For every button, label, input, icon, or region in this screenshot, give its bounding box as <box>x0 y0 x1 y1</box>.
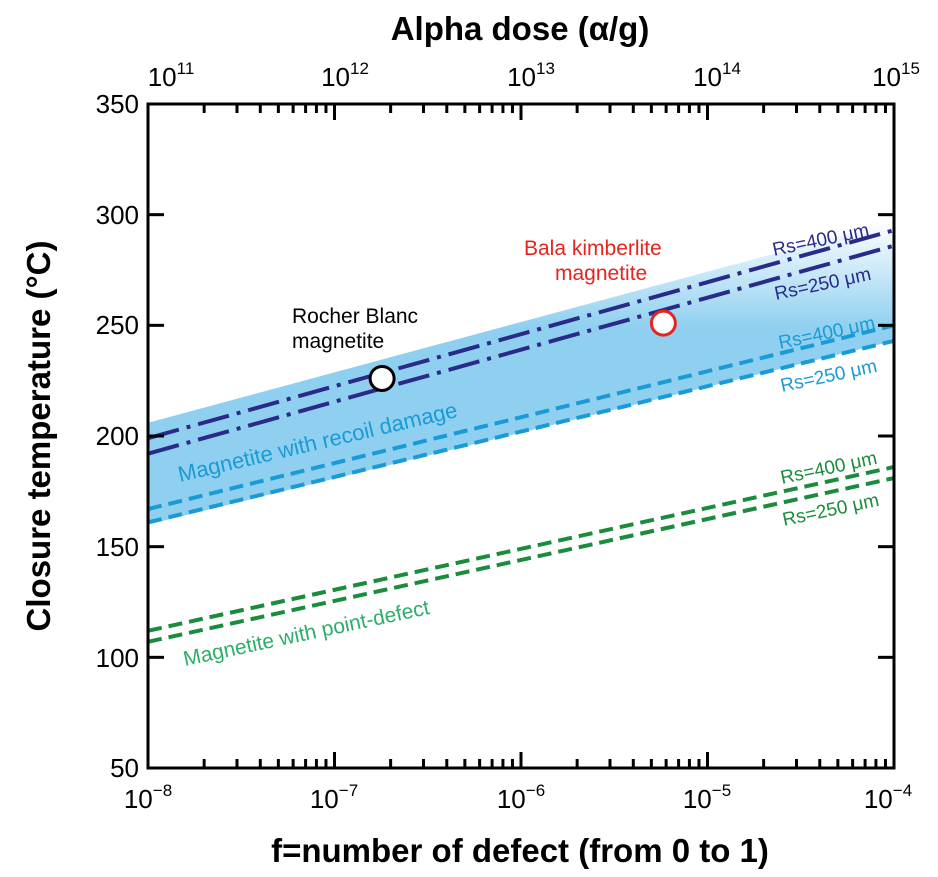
x-tick-label: 10−4 <box>864 781 912 814</box>
top-axis-title: Alpha dose (α/g) <box>391 10 650 47</box>
top-tick-label: 1011 <box>148 59 195 92</box>
y-tick-label: 50 <box>110 753 139 783</box>
series-line-point-defect-4 <box>148 465 894 633</box>
rocher-blanc-label: Rocher Blanc magnetite <box>292 305 418 353</box>
x-tick-label: 10−8 <box>124 781 172 814</box>
y-tick-label: 250 <box>96 310 139 340</box>
series-line-recoil-2 <box>148 323 894 511</box>
bala-kimberlite-label: Bala kimberlite magnetite <box>524 237 662 285</box>
x-tick-labels: 10−8 10−7 10−6 10−5 10−4 <box>124 781 912 814</box>
top-tick-label: 1012 <box>321 59 369 92</box>
y-axis-title: Closure temperature (°C) <box>20 241 57 632</box>
points-layer <box>368 309 677 392</box>
point-label-line: magnetite <box>292 330 384 353</box>
series-line-recoil-3 <box>148 338 894 525</box>
series-line-recoil-alpha-0 <box>148 228 894 441</box>
y-tick-label: 100 <box>96 643 139 673</box>
ticks-layer <box>148 102 894 770</box>
series-label: Rs=250 μm <box>781 490 881 531</box>
y-tick-label: 150 <box>96 532 139 562</box>
y-tick-label: 350 <box>96 89 139 119</box>
top-tick-label: 1014 <box>693 59 741 92</box>
sample-point <box>368 364 396 392</box>
y-tick-label: 300 <box>96 200 139 230</box>
sample-point <box>649 309 677 337</box>
point-defect-annotation: Magnetite with point-defect <box>181 596 431 671</box>
x-tick-label: 10−5 <box>683 781 731 814</box>
y-tick-label: 200 <box>96 421 139 451</box>
x-axis-title: f=number of defect (from 0 to 1) <box>271 832 769 869</box>
series-line-recoil-alpha-1 <box>148 243 894 456</box>
point-label-line: Rocher Blanc <box>292 305 418 328</box>
point-label-line: Bala kimberlite <box>524 237 662 260</box>
y-tick-labels: 50 100 150 200 250 300 350 <box>96 89 139 783</box>
x-tick-label: 10−7 <box>310 781 358 814</box>
top-tick-label: 1013 <box>507 59 555 92</box>
top-tick-label: 1015 <box>872 59 920 92</box>
x-tick-label: 10−6 <box>497 781 545 814</box>
point-label-line: magnetite <box>555 262 647 285</box>
series-line-point-defect-5 <box>148 476 894 644</box>
series-layer <box>148 228 894 644</box>
top-tick-labels: 1011 1012 1013 1014 1015 <box>148 59 920 92</box>
